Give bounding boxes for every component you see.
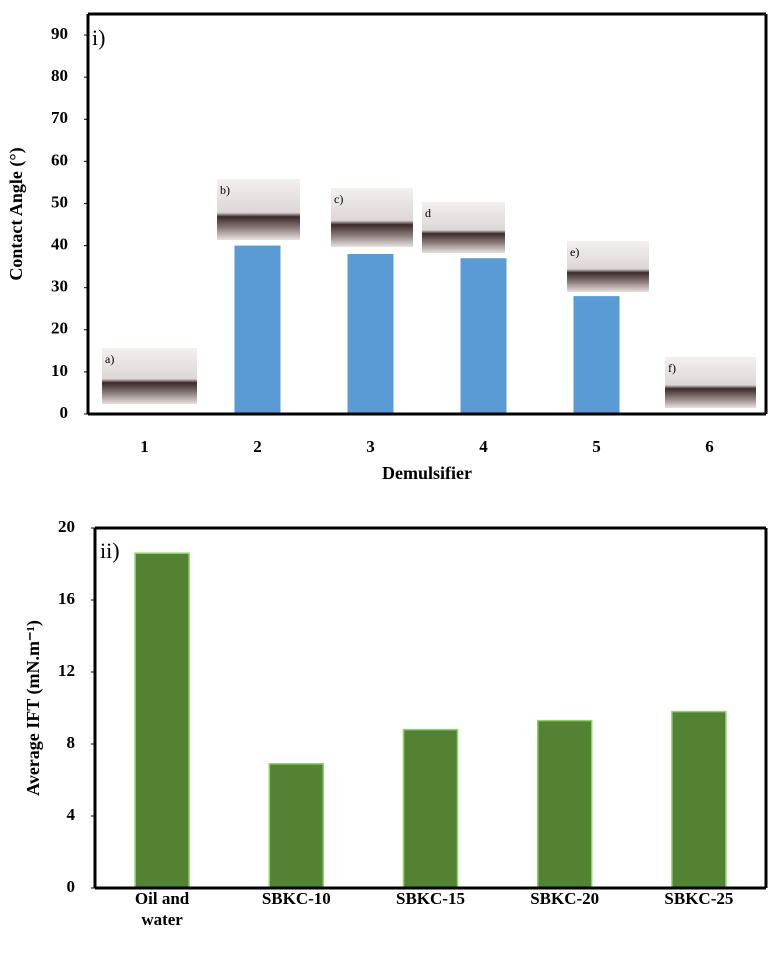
bar (538, 721, 592, 888)
x-tick-label: 1 (140, 436, 149, 457)
inset-label: b) (220, 183, 230, 197)
y-tick-label: 80 (51, 66, 68, 85)
inset-image (422, 202, 505, 253)
bar (269, 764, 323, 888)
x-tick-label: SBKC-10 (262, 888, 331, 909)
inset-label: c) (334, 192, 343, 206)
bar (235, 246, 281, 414)
x-tick-label: 5 (592, 436, 601, 457)
panel-label: ii) (100, 538, 120, 563)
x-tick-label: SBKC-25 (664, 888, 733, 909)
x-tick-label: SBKC-15 (396, 888, 465, 909)
inset-label: a) (105, 352, 114, 366)
y-tick-label: 30 (51, 277, 68, 296)
page: 0102030405060708090i)Contact Angle (°)De… (0, 0, 769, 956)
y-axis-title: Contact Angle (°) (6, 147, 27, 280)
x-tick-label: 4 (479, 436, 488, 457)
y-tick-label: 40 (51, 234, 68, 253)
y-tick-label: 70 (51, 108, 68, 127)
bar (404, 730, 458, 888)
x-tick-label: 6 (705, 436, 714, 457)
x-tick-label: Oil and water (117, 888, 207, 930)
panel-label: i) (92, 25, 105, 50)
bar (348, 254, 394, 414)
y-axis-title: Average IFT (mN.m⁻¹) (23, 620, 44, 796)
x-tick-label: SBKC-20 (530, 888, 599, 909)
y-tick-label: 16 (58, 589, 75, 608)
y-tick-label: 20 (51, 319, 68, 338)
y-tick-label: 50 (51, 192, 68, 211)
y-tick-label: 0 (60, 403, 69, 422)
inset-label: e) (570, 245, 579, 259)
bar (574, 296, 620, 414)
x-tick-label: 2 (253, 436, 262, 457)
inset-label: f) (668, 361, 676, 375)
y-tick-label: 60 (51, 150, 68, 169)
figure: 0102030405060708090i)Contact Angle (°)De… (0, 0, 769, 956)
inset-label: d (425, 206, 431, 220)
y-tick-label: 12 (58, 661, 75, 680)
y-tick-label: 10 (51, 361, 68, 380)
bar (461, 258, 507, 414)
y-tick-label: 90 (51, 24, 68, 43)
inset-image (665, 357, 756, 408)
x-tick-label: 3 (366, 436, 375, 457)
inset-image (102, 348, 197, 404)
y-tick-label: 8 (67, 733, 76, 752)
y-tick-label: 4 (67, 805, 76, 824)
x-axis-title: Demulsifier (382, 463, 472, 483)
y-tick-label: 20 (58, 517, 75, 536)
y-tick-label: 0 (67, 877, 76, 896)
bar (135, 553, 189, 888)
bar (672, 712, 726, 888)
